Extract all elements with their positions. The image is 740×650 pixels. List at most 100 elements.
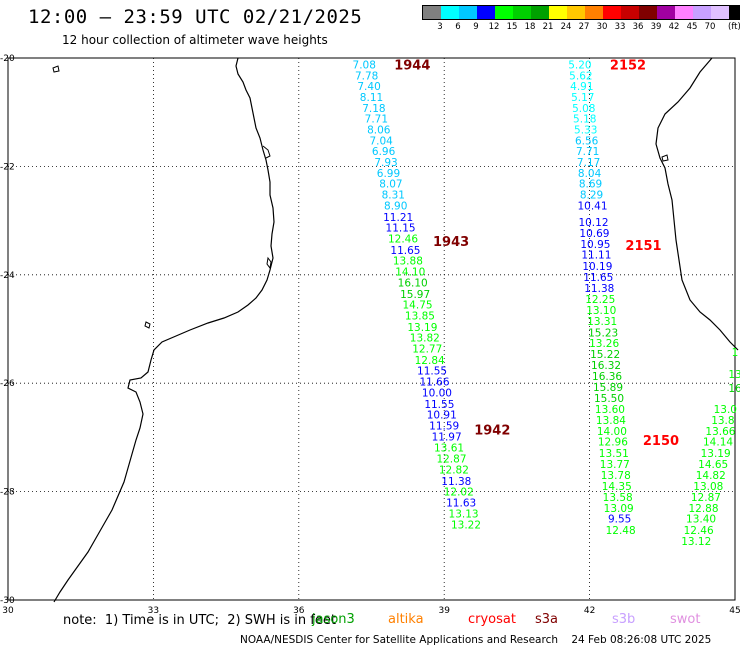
track-time-label: 2150 [643, 434, 679, 449]
track-time-label: 2151 [625, 239, 661, 254]
color-swatch [549, 6, 567, 19]
wave-height-value: 12.25 [585, 294, 615, 306]
wave-height-value: 13.51 [599, 448, 629, 460]
wave-height-value: 12.48 [606, 525, 636, 537]
color-scale-label: 24 [560, 22, 572, 32]
lat-tick-label: -30 [0, 596, 15, 606]
wave-height-value: 5.62 [569, 70, 592, 82]
color-swatch [675, 6, 693, 19]
wave-height-value: 13.31 [587, 316, 617, 328]
mozambique-inlet [262, 145, 271, 159]
lon-tick-label: 39 [438, 606, 450, 616]
wave-height-value: 13.26 [589, 338, 619, 350]
wave-height-value: 8.11 [360, 92, 383, 104]
wave-height-value: 13.84 [596, 415, 626, 427]
track-time-label: 1942 [474, 423, 510, 438]
color-scale-label: 12 [488, 22, 500, 32]
wave-height-value: 7.17 [577, 157, 600, 169]
page-subtitle: 12 hour collection of altimeter wave hei… [62, 33, 328, 47]
wave-height-value: 15.97 [400, 289, 430, 301]
altimeter-tracks: 7.087.787.408.117.187.718.067.046.967.93… [353, 59, 740, 548]
wave-height-value: 13.8 [711, 415, 734, 427]
footer-credit: NOAA/NESDIS Center for Satellite Applica… [240, 634, 712, 646]
wave-height-value: 8.90 [384, 200, 407, 212]
color-swatch [657, 6, 675, 19]
wave-height-value: 13.19 [407, 322, 437, 334]
wave-height-value: 8.29 [580, 190, 603, 202]
wave-height-value: 13.13 [449, 508, 479, 520]
wave-height-value: 6.96 [372, 146, 396, 158]
wave-height-value: 10.12 [578, 217, 608, 229]
color-scale-label: 15 [506, 22, 518, 32]
wave-height-value: 15.50 [594, 393, 624, 405]
lon-tick-label: 42 [584, 606, 595, 616]
color-scale-label: 45 [686, 22, 698, 32]
coastlines [52, 57, 739, 603]
color-scale-label: 6 [455, 22, 461, 32]
satellite-label: s3a [535, 612, 559, 627]
page-title: 12:00 – 23:59 UTC 02/21/2025 [28, 6, 363, 28]
color-swatch [693, 6, 711, 19]
wave-height-value: 14.82 [696, 470, 726, 482]
wave-height-value: 11.66 [419, 377, 449, 389]
lat-lon-grid: 30 33 36 39 42 45 -20 -22 -24 -26 -28 -30 [0, 54, 740, 616]
wave-height-value: 11.15 [386, 223, 416, 235]
wave-height-value: 13.66 [705, 426, 735, 438]
wave-height-value: 8.07 [379, 179, 402, 191]
wave-height-value: 7.71 [365, 114, 388, 126]
wave-height-value: 15.89 [593, 382, 623, 394]
color-swatch [729, 6, 740, 19]
color-scale-label: 36 [632, 22, 644, 32]
madagascar-coastline [655, 57, 739, 351]
wave-height-value: 8.06 [367, 125, 391, 137]
wave-height-value: 13.0 [714, 404, 737, 416]
wave-height-value: 13.12 [681, 536, 711, 548]
lon-tick-label: 45 [729, 606, 740, 616]
wave-height-value: 7.78 [355, 70, 378, 82]
wave-height-value: 10.69 [579, 228, 609, 240]
color-scale-label: 70 [704, 22, 716, 32]
wave-height-value: 8.69 [579, 179, 602, 191]
color-swatch [603, 6, 621, 19]
color-swatch [495, 6, 513, 19]
mozambique-coastline [53, 57, 275, 603]
color-swatch [423, 6, 441, 19]
map-frame [7, 57, 736, 601]
wave-height-value: 10.95 [580, 239, 610, 251]
color-scale-label: 39 [650, 22, 662, 32]
wave-height-value: 13.40 [686, 514, 716, 526]
color-scale-label: 27 [578, 22, 590, 32]
wave-height-value: 6.99 [377, 168, 400, 180]
wave-height-value: 16.10 [398, 277, 428, 289]
bazaruto-island [266, 256, 272, 270]
lon-tick-label: 36 [293, 606, 305, 616]
wave-height-value: 11.97 [432, 431, 462, 443]
wave-height-value: 12.88 [688, 503, 718, 515]
wave-height-value: 12.46 [388, 233, 418, 245]
wave-height-value: 7.18 [362, 103, 385, 115]
wave-height-value: 5.33 [574, 125, 597, 137]
wave-height-value: 10.41 [577, 200, 607, 212]
wave-height-value: 14.14 [703, 437, 733, 449]
color-scale-label: 18 [524, 22, 536, 32]
wave-height-value: 13.88 [393, 256, 423, 268]
wave-height-value: 13.82 [410, 333, 440, 345]
satellite-label: jason3 [312, 612, 355, 627]
wave-height-value: 14.10 [395, 267, 425, 279]
wave-height-value: 7.71 [576, 146, 599, 158]
lon-tick-label: 33 [148, 606, 159, 616]
wave-height-value: 11.21 [383, 212, 413, 224]
wave-height-value: 16.36 [592, 371, 622, 383]
satellite-label: swot [670, 612, 701, 627]
wave-height-value: 10.19 [582, 261, 612, 273]
satellite-label: altika [388, 612, 424, 627]
color-swatch [441, 6, 459, 19]
color-scale-label: 3 [437, 22, 443, 32]
wave-height-value: 13.61 [434, 443, 464, 455]
wave-height-value: 12.46 [684, 525, 714, 537]
coastal-island [144, 321, 151, 329]
satellite-label: s3b [612, 612, 636, 627]
wave-height-value: 11.38 [441, 476, 471, 488]
wave-height-value: 12.96 [598, 437, 628, 449]
color-scale-label: 30 [596, 22, 608, 32]
